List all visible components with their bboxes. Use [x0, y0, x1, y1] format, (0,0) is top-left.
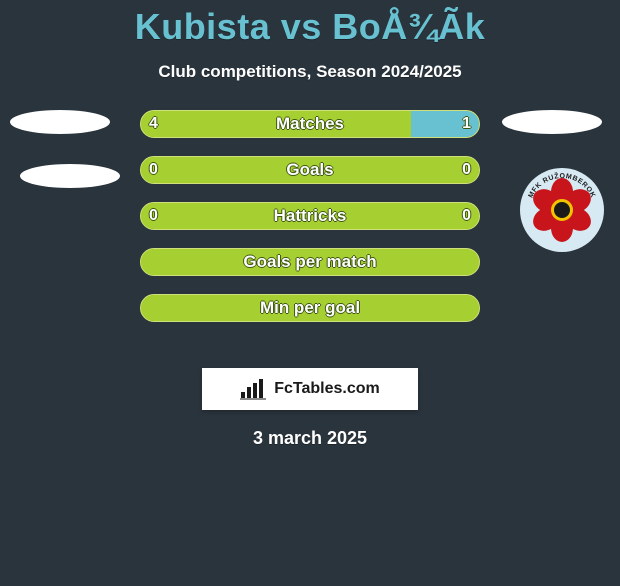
stat-bar-track: Matches4 1 [140, 110, 480, 138]
stat-row: Matches4 1 [0, 110, 620, 138]
stat-label: Matches [141, 111, 479, 137]
stat-bar-track: Goals0 0 [140, 156, 480, 184]
stat-row: Hattricks0 0 [0, 202, 620, 230]
stat-value-right: 0 [462, 157, 471, 183]
branding-text: FcTables.com [274, 380, 380, 398]
stat-value-left: 0 [149, 203, 158, 229]
comparison-title: Kubista vs BoÅ¾Ãk [0, 6, 620, 48]
stat-bar-track: Hattricks0 0 [140, 202, 480, 230]
stat-value-left: 4 [149, 111, 158, 137]
bar-chart-icon [240, 378, 268, 400]
stat-bar-track: Goals per match [140, 248, 480, 276]
comparison-subtitle: Club competitions, Season 2024/2025 [0, 62, 620, 82]
footer-date: 3 march 2025 [0, 428, 620, 449]
stat-label: Goals [141, 157, 479, 183]
stat-row: Goals0 0 [0, 156, 620, 184]
stat-value-right: 1 [462, 111, 471, 137]
stat-value-right: 0 [462, 203, 471, 229]
stat-label: Hattricks [141, 203, 479, 229]
branding-badge[interactable]: FcTables.com [202, 368, 418, 410]
stat-value-left: 0 [149, 157, 158, 183]
stat-label: Goals per match [141, 249, 479, 275]
stat-label: Min per goal [141, 295, 479, 321]
comparison-chart: MFK RUŽOMBEROK Matches41Goals00Hattricks… [0, 110, 620, 360]
stat-row: Goals per match [0, 248, 620, 276]
stat-row: Min per goal [0, 294, 620, 322]
stat-bar-track: Min per goal [140, 294, 480, 322]
